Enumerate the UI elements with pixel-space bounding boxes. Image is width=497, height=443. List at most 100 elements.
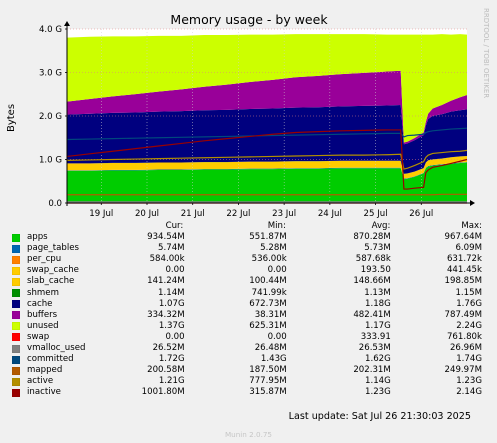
legend-max: 1.15M — [455, 287, 482, 298]
legend-name: inactive — [27, 387, 61, 398]
legend-swatch — [12, 311, 20, 320]
area-apps — [67, 162, 467, 203]
x-tick-labels: 19 Jul 20 Jul 21 Jul 22 Jul 23 Jul 24 Jul 25 J… — [89, 203, 433, 219]
legend-swatch — [12, 333, 20, 342]
legend-row-page-tables: page_tables 5.74M 5.28M 5.73M 6.09M — [12, 243, 482, 254]
legend-swatch — [12, 366, 20, 375]
legend-row-swap: swap 0.00 0.00 333.91 761.80k — [12, 332, 482, 343]
legend-name: slab_cache — [27, 276, 75, 287]
legend-row-mapped: mapped 200.58M 187.50M 202.31M 249.97M — [12, 365, 482, 376]
legend-min: 38.31M — [254, 309, 287, 320]
legend-name: shmem — [27, 287, 59, 298]
legend-swatch — [12, 344, 20, 353]
legend-min: 536.00k — [251, 254, 287, 265]
legend-cur: 5.74M — [158, 243, 185, 254]
y-axis-arrow — [64, 21, 70, 26]
y-tick-label: 0.0 — [48, 199, 62, 209]
legend-min: 187.50M — [249, 365, 287, 376]
legend-min: 741.99k — [251, 287, 287, 298]
legend-name: unused — [27, 320, 59, 331]
legend-cur: 934.54M — [147, 232, 185, 243]
legend-name: mapped — [27, 365, 63, 376]
legend-row-active: active 1.21G 777.95M 1.14G 1.23G — [12, 376, 482, 387]
chart-title: Memory usage - by week — [170, 12, 328, 27]
legend-max: 441.45k — [446, 265, 482, 276]
legend-max: 1.74G — [456, 354, 482, 365]
legend-avg: 1.13M — [364, 287, 391, 298]
legend-header-cur: Cur: — [165, 221, 184, 231]
legend-avg: 333.91 — [360, 331, 391, 342]
y-axis-label: Bytes — [6, 104, 17, 132]
legend-name: vmalloc_used — [27, 343, 86, 354]
stacked-areas — [67, 34, 467, 203]
legend-max: 2.14G — [456, 387, 482, 398]
x-tick-label: 21 Jul — [181, 209, 205, 219]
x-tick-label: 19 Jul — [89, 209, 113, 219]
legend-name: active — [27, 376, 54, 387]
legend-swatch — [12, 377, 20, 386]
legend-cur: 141.24M — [147, 276, 185, 287]
x-tick-label: 23 Jul — [272, 209, 296, 219]
area-slab-cache — [67, 155, 467, 179]
x-tick-label: 24 Jul — [318, 209, 342, 219]
legend-header-max: Max: — [461, 221, 482, 231]
legend-avg: 26.53M — [358, 343, 391, 354]
legend-header-avg: Avg: — [371, 221, 391, 231]
area-buffers — [67, 70, 467, 145]
legend-cur: 584.00k — [149, 254, 185, 265]
legend-name: apps — [27, 232, 48, 243]
legend-min: 551.87M — [249, 232, 287, 243]
legend-avg: 587.68k — [355, 254, 391, 265]
legend-name: committed — [27, 354, 74, 365]
legend-header-row: Cur: Min: Avg: Max: — [12, 221, 482, 232]
legend-max: 6.09M — [455, 243, 482, 254]
legend-cur: 1.72G — [158, 354, 185, 365]
legend-row-inactive: inactive 1001.80M 315.87M 1.23G 2.14G — [12, 387, 482, 398]
legend-avg: 1.23G — [365, 387, 391, 398]
legend-avg: 202.31M — [353, 365, 391, 376]
legend-avg: 1.17G — [365, 320, 391, 331]
legend-name: swap_cache — [27, 265, 79, 276]
legend-cur: 0.00 — [165, 265, 185, 276]
legend-swatch — [12, 355, 20, 364]
legend-min: 625.31M — [249, 320, 287, 331]
legend-cur: 26.52M — [152, 343, 185, 354]
munin-version: Munin 2.0.75 — [224, 430, 272, 439]
legend-avg: 482.41M — [353, 309, 391, 320]
legend-cur: 334.32M — [147, 309, 185, 320]
legend-min: 777.95M — [249, 376, 287, 387]
legend-table: Cur: Min: Avg: Max: apps 934.54M 551.87M 87… — [12, 221, 482, 399]
legend-name: per_cpu — [27, 254, 62, 265]
legend-avg: 1.18G — [365, 298, 391, 309]
legend-max: 2.24G — [456, 320, 482, 331]
legend-rows: apps 934.54M 551.87M 870.28M 967.64M page_tab… — [12, 232, 482, 398]
y-tick-label: 4.0 G — [39, 25, 62, 35]
y-tick-label: 3.0 G — [39, 69, 62, 79]
legend-cur: 0.00 — [165, 331, 185, 342]
legend-max: 1.76G — [456, 298, 482, 309]
legend-max: 787.49M — [444, 309, 482, 320]
x-tick-label: 26 Jul — [409, 209, 433, 219]
legend-swatch-spacer — [12, 224, 18, 230]
legend-name: swap — [27, 331, 50, 342]
legend-header-min: Min: — [267, 221, 286, 231]
legend-swatch — [12, 266, 20, 275]
legend-max: 967.64M — [444, 232, 482, 243]
legend-min: 0.00 — [267, 331, 287, 342]
legend-row-per-cpu: per_cpu 584.00k 536.00k 587.68k 631.72k — [12, 254, 482, 265]
legend-swatch — [12, 244, 20, 253]
legend-min: 672.73M — [249, 298, 287, 309]
legend-name: buffers — [27, 309, 58, 320]
legend-avg: 148.66M — [353, 276, 391, 287]
legend-avg: 870.28M — [353, 232, 391, 243]
line-inactive — [66, 129, 468, 190]
x-tick-label: 20 Jul — [135, 209, 159, 219]
legend-cur: 1001.80M — [141, 387, 185, 398]
x-tick-label: 22 Jul — [226, 209, 250, 219]
legend-cur: 1.37G — [158, 320, 185, 331]
line-active — [66, 149, 468, 170]
legend-row-apps: apps 934.54M 551.87M 870.28M 967.64M — [12, 232, 482, 243]
legend-avg: 5.73M — [364, 243, 391, 254]
legend-swatch — [12, 300, 20, 309]
legend-max: 1.23G — [456, 376, 482, 387]
